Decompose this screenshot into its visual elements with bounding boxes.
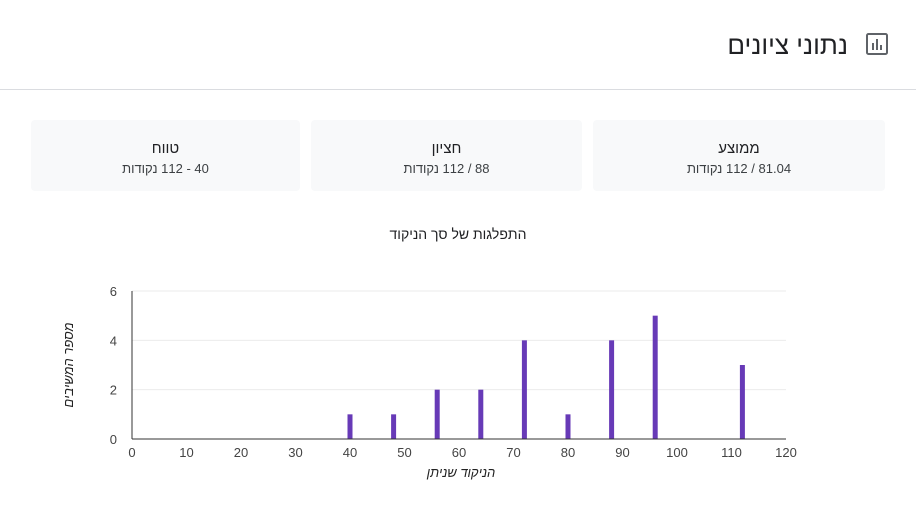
x-tick-label: 20 <box>234 445 248 460</box>
x-tick-label: 30 <box>288 445 302 460</box>
x-tick-label: 70 <box>506 445 520 460</box>
bar <box>391 414 397 439</box>
bar <box>739 365 745 439</box>
y-tick-label: 2 <box>110 383 117 398</box>
stat-label: ממוצע <box>718 140 760 157</box>
stat-card-range: טווח 40 - 112 נקודות <box>31 120 300 191</box>
y-tick-label: 6 <box>110 284 117 299</box>
y-tick-label: 0 <box>110 432 117 447</box>
stat-value: 88 / 112 נקודות <box>403 161 490 176</box>
y-axis-label: מספר המשיבים <box>61 322 76 407</box>
stat-label: טווח <box>151 140 180 157</box>
stat-value: 81.04 / 112 נקודות <box>686 161 792 176</box>
bar <box>478 389 484 439</box>
x-tick-label: 100 <box>666 445 688 460</box>
bar <box>434 389 440 439</box>
stat-card-mean: ממוצע 81.04 / 112 נקודות <box>593 120 885 191</box>
bar <box>347 414 353 439</box>
x-tick-label: 90 <box>615 445 629 460</box>
bar <box>521 340 527 439</box>
x-tick-label: 50 <box>397 445 411 460</box>
bar <box>652 315 658 439</box>
bar <box>609 340 615 439</box>
stat-card-median: חציון 88 / 112 נקודות <box>311 120 582 191</box>
chart-title: התפלגות של סך הניקוד <box>389 226 527 242</box>
y-tick-label: 4 <box>110 333 117 348</box>
page-title: נתוני ציונים <box>727 30 848 60</box>
x-tick-label: 120 <box>775 445 797 460</box>
stat-value: 40 - 112 נקודות <box>122 161 209 176</box>
x-tick-label: 80 <box>561 445 575 460</box>
stat-label: חציון <box>431 140 462 157</box>
x-tick-label: 110 <box>721 445 742 460</box>
bar-chart-icon <box>866 33 888 55</box>
x-tick-label: 40 <box>343 445 357 460</box>
bar <box>565 414 571 439</box>
x-tick-label: 10 <box>179 445 193 460</box>
x-tick-label: 0 <box>128 445 135 460</box>
x-tick-label: 60 <box>452 445 466 460</box>
x-axis-label: הניקוד שניתן <box>426 465 496 480</box>
page-header: נתוני ציונים <box>0 0 916 90</box>
